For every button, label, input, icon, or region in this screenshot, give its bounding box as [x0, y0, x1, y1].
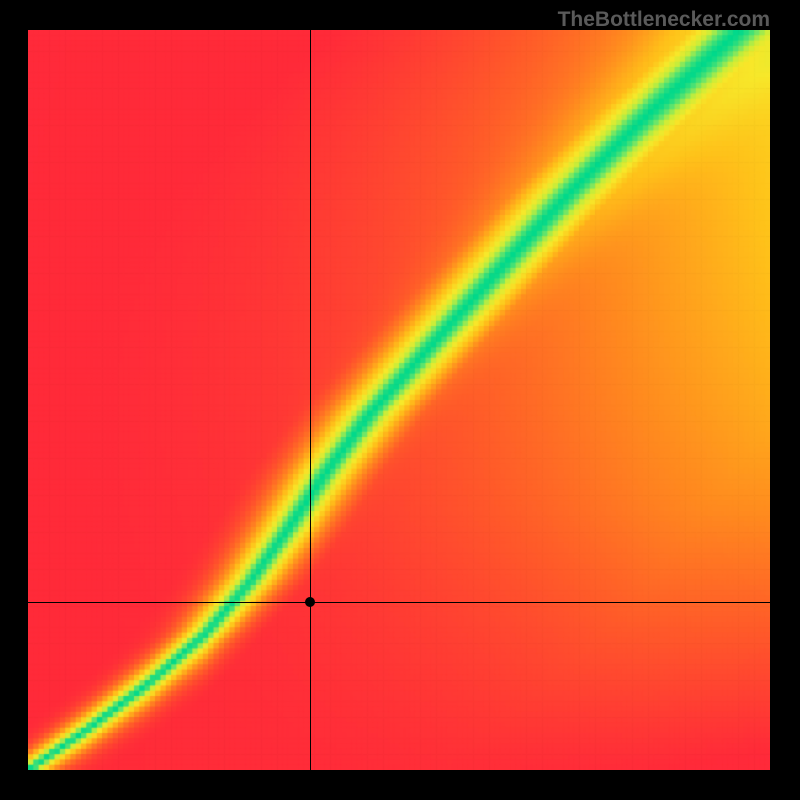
heatmap-canvas: [28, 30, 770, 770]
crosshair-vertical: [310, 30, 311, 770]
chart-container: TheBottlenecker.com: [0, 0, 800, 800]
crosshair-marker: [305, 597, 315, 607]
crosshair-horizontal: [28, 602, 770, 603]
watermark-text: TheBottlenecker.com: [558, 8, 770, 32]
plot-area: [28, 30, 770, 770]
